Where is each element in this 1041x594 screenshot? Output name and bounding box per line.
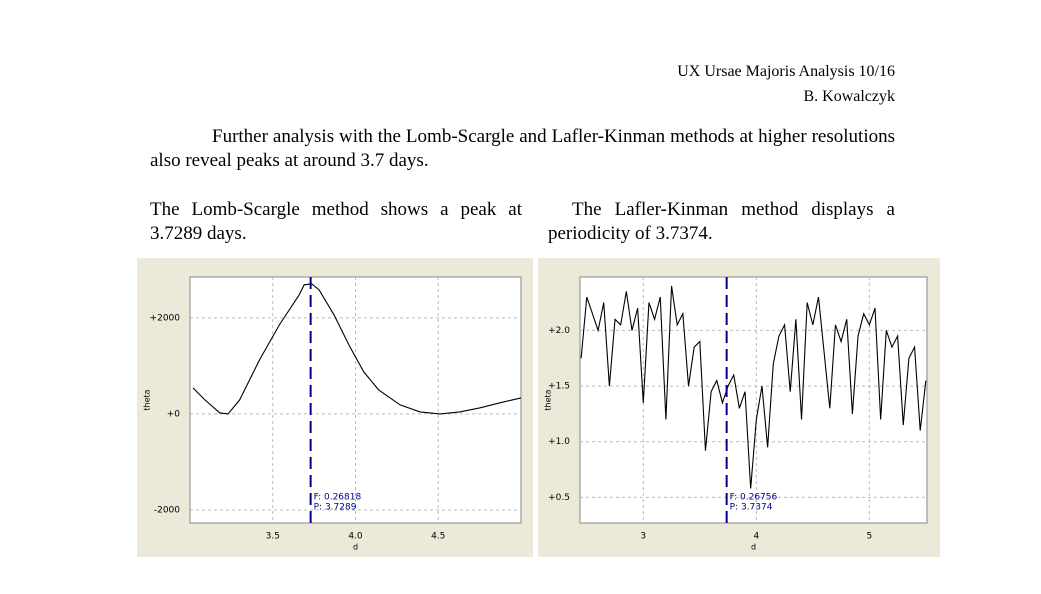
y-axis-label: theta	[544, 389, 553, 410]
column-text: The Lafler-Kinman method displays a peri…	[548, 199, 895, 244]
y-tick-label: +2.0	[548, 326, 570, 336]
x-axis-label: d	[353, 543, 358, 552]
y-tick-label: +0	[167, 409, 181, 419]
x-tick-label: 3.5	[266, 532, 280, 542]
doc-title: UX Ursae Majoris Analysis 10/16	[677, 63, 895, 80]
annotation: P: 3.7374	[730, 503, 773, 513]
data-line	[192, 283, 522, 415]
doc-author: B. Kowalczyk	[803, 88, 895, 105]
annotation: P: 3.7289	[314, 503, 357, 513]
x-axis-label: d	[751, 543, 756, 552]
x-tick-label: 4.0	[348, 532, 363, 542]
x-tick-label: 3	[640, 532, 646, 542]
y-tick-label: +1.0	[548, 437, 570, 447]
x-tick-label: 5	[866, 532, 872, 542]
chart: +2000 +0 -2000 3.5 4.0 4.5 d theta F: 0.26818P: …	[137, 258, 533, 557]
x-tick-label: 4	[753, 532, 759, 542]
annotation: F: 0.26756	[730, 493, 778, 503]
y-tick-label: +2000	[150, 313, 181, 323]
y-tick-label: +1.5	[548, 382, 570, 392]
y-tick-label: +0.5	[548, 493, 570, 503]
column-text: The Lomb-Scargle method shows a peak at …	[150, 199, 522, 244]
y-tick-label: -2000	[154, 506, 180, 516]
y-axis-label: theta	[143, 389, 152, 410]
x-tick-label: 4.5	[431, 532, 445, 542]
annotation: F: 0.26818	[314, 493, 362, 503]
data-line	[580, 285, 927, 489]
paragraph: Further analysis with the Lomb-Scargle a…	[150, 126, 895, 171]
